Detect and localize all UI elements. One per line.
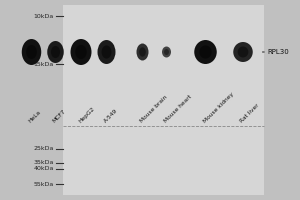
Ellipse shape [194, 40, 217, 64]
Ellipse shape [233, 42, 253, 62]
Text: Mouse kidney: Mouse kidney [202, 92, 234, 124]
Text: Mouse brain: Mouse brain [139, 95, 168, 124]
Text: HepG2: HepG2 [77, 106, 95, 124]
Ellipse shape [238, 46, 248, 58]
Text: HeLa: HeLa [28, 110, 42, 124]
Ellipse shape [26, 45, 37, 59]
Ellipse shape [136, 44, 148, 60]
Text: Rat liver: Rat liver [239, 103, 260, 124]
Ellipse shape [162, 46, 171, 58]
Ellipse shape [47, 41, 64, 63]
Text: 10kDa: 10kDa [34, 14, 54, 19]
Ellipse shape [98, 40, 116, 64]
Text: A-549: A-549 [103, 108, 119, 124]
Ellipse shape [51, 46, 60, 58]
Ellipse shape [22, 39, 41, 65]
Ellipse shape [164, 49, 169, 55]
Ellipse shape [75, 45, 87, 59]
Ellipse shape [139, 47, 146, 57]
Ellipse shape [70, 39, 92, 65]
Text: 35kDa: 35kDa [34, 160, 54, 166]
Text: 15kDa: 15kDa [34, 62, 54, 66]
Ellipse shape [199, 45, 212, 59]
Ellipse shape [101, 45, 112, 59]
Text: 55kDa: 55kDa [34, 182, 54, 186]
Text: 40kDa: 40kDa [34, 166, 54, 171]
Text: MCF7: MCF7 [52, 109, 67, 124]
Text: Mouse heart: Mouse heart [163, 94, 193, 124]
FancyBboxPatch shape [63, 5, 264, 195]
Text: 25kDa: 25kDa [34, 146, 54, 152]
Text: RPL30: RPL30 [262, 49, 289, 55]
